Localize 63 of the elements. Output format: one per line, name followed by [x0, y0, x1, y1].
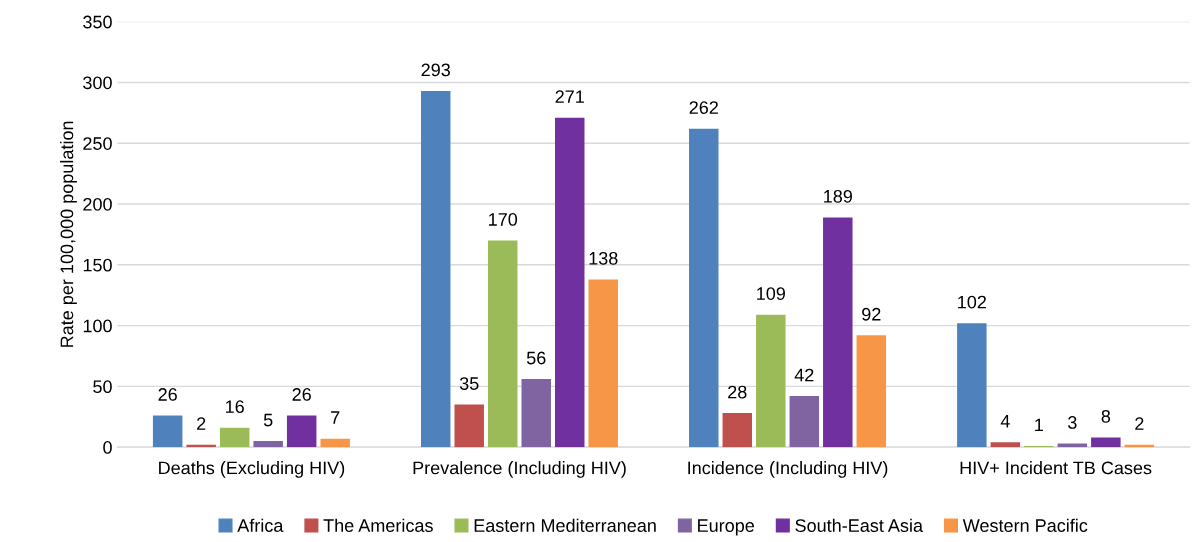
- data-label: 4: [1000, 415, 1010, 428]
- data-label: 42: [794, 368, 814, 382]
- y-tick-label: 100: [83, 319, 112, 333]
- legend-label: Western Pacific: [962, 518, 1088, 532]
- data-label: 3: [1068, 416, 1077, 429]
- y-tick-label: 0: [103, 441, 112, 454]
- bar: [286, 415, 317, 448]
- data-label: 92: [862, 307, 881, 321]
- bar: [689, 128, 719, 448]
- legend-label: Eastern Mediterranean: [474, 518, 656, 532]
- data-label: 26: [292, 388, 311, 401]
- y-tick-label: 250: [83, 137, 112, 150]
- bar: [253, 441, 283, 448]
- data-label: 56: [526, 351, 546, 365]
- data-label: 109: [757, 287, 785, 300]
- bar: [320, 438, 350, 448]
- y-tick-label: 150: [83, 258, 112, 272]
- bar: [1091, 437, 1121, 448]
- bar: [152, 415, 183, 448]
- data-label: 138: [589, 251, 618, 265]
- data-label: 5: [263, 413, 273, 427]
- bar: [588, 279, 618, 448]
- bar: [789, 396, 820, 448]
- data-label: 8: [1101, 409, 1111, 423]
- legend-label: South-East Asia: [795, 518, 924, 532]
- data-label: 7: [331, 411, 340, 424]
- x-tick-label: Prevalence (Including HIV): [413, 461, 626, 478]
- legend-label: Africa: [237, 518, 284, 532]
- data-label: 2: [197, 417, 206, 430]
- y-tick-label: 50: [93, 380, 112, 394]
- bar: [990, 442, 1021, 448]
- legend-label: Europe: [698, 519, 755, 536]
- data-label: 170: [489, 213, 518, 226]
- y-tick-label: 200: [83, 197, 112, 211]
- data-label: 2: [1135, 417, 1144, 430]
- y-axis-title: Rate per 100,000 population: [60, 121, 77, 347]
- data-label: 262: [689, 101, 718, 114]
- x-tick-label: Deaths (Excluding HIV): [159, 461, 345, 478]
- data-label: 271: [555, 90, 584, 103]
- data-label: 189: [824, 189, 852, 203]
- bar: [521, 379, 551, 448]
- y-tick-label: 300: [83, 76, 112, 90]
- bar: [957, 323, 987, 448]
- legend-label: The Americas: [323, 518, 433, 532]
- bar: [454, 404, 484, 448]
- bar: [219, 427, 250, 448]
- x-tick-label: Incidence (Including HIV): [688, 461, 888, 478]
- data-label: 28: [728, 385, 747, 399]
- bar: [722, 413, 753, 448]
- bar: [487, 240, 518, 448]
- data-label: 1: [1035, 418, 1043, 432]
- data-label: 26: [158, 388, 177, 401]
- y-tick-label: 350: [83, 15, 112, 29]
- data-label: 35: [459, 377, 479, 390]
- bar: [856, 335, 887, 448]
- x-tick-label: HIV+ Incident TB Cases: [960, 461, 1152, 475]
- bar: [756, 314, 786, 448]
- bar: [420, 90, 451, 448]
- data-label: 16: [226, 400, 244, 414]
- bar: [823, 217, 853, 448]
- data-label: 102: [958, 295, 986, 309]
- data-label: 293: [421, 63, 450, 77]
- bar: [555, 117, 585, 448]
